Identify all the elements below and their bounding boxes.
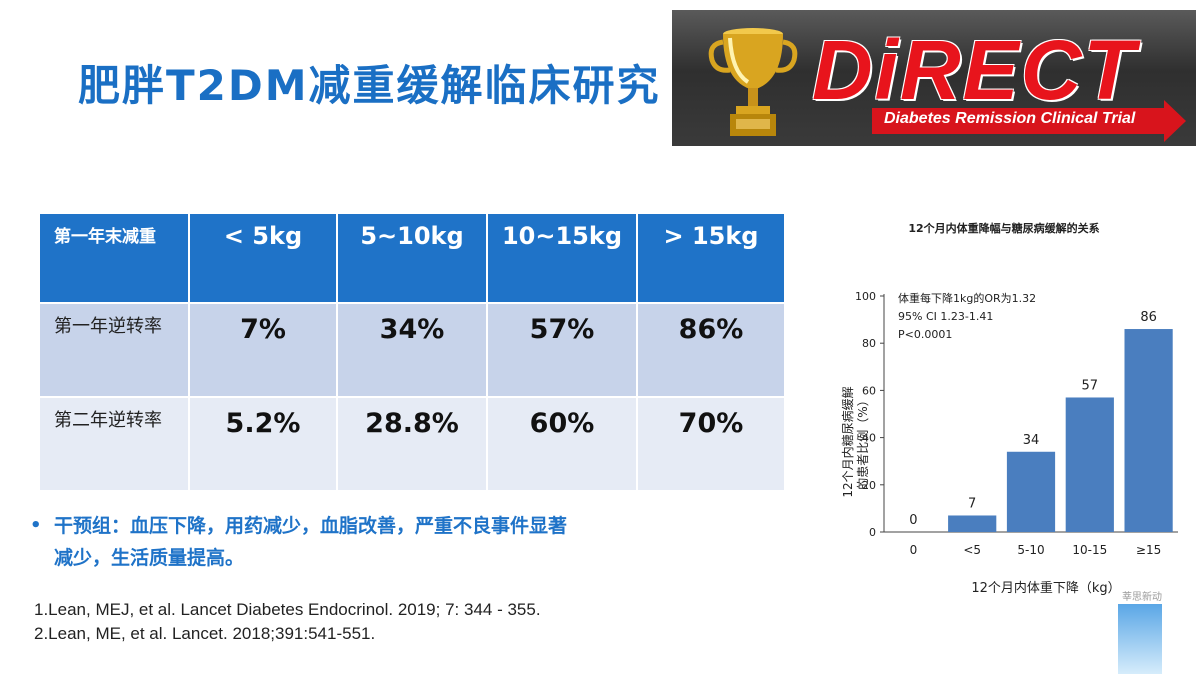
chart-title: 12个月内体重降幅与糖尿病缓解的关系 (908, 221, 1099, 235)
logo-banner (872, 108, 1164, 134)
chart-body: 0 20 40 60 80 100 0 0 7 <5 34 5-10 57 10-15 86 ≥15 (855, 290, 1178, 557)
data-label: 57 (1082, 378, 1099, 393)
bullet-text-line: 干预组：血压下降，用药减少，血脂改善，严重不良事件显著 (54, 515, 568, 537)
y-tick-label: 60 (862, 384, 876, 397)
logo-wordmark: DiRECT (812, 23, 1137, 117)
row-label: 第一年逆转率 (38, 302, 190, 398)
row-label: 第二年逆转率 (38, 396, 190, 492)
table-header-row: 第一年末减重 < 5kg 5~10kg 10~15kg > 15kg (38, 212, 786, 304)
table-cell: 7% (188, 302, 338, 398)
y-axis-label: 12个月内糖尿病缓解 (840, 386, 855, 497)
x-tick-label: 5-10 (1017, 543, 1044, 557)
table-cell: 60% (486, 396, 638, 492)
data-label: 86 (1140, 310, 1157, 325)
y-tick-label: 20 (862, 479, 876, 492)
bar (1124, 329, 1173, 532)
y-axis-label: 的患者比例（%） (855, 394, 870, 489)
chart-annotation: P<0.0001 (898, 328, 952, 341)
table-cell: 70% (636, 396, 786, 492)
y-tick-label: 40 (862, 432, 876, 445)
table-header-cell: > 15kg (636, 212, 786, 304)
data-label: 0 (909, 513, 917, 528)
table-header-cell: 10~15kg (486, 212, 638, 304)
bullet-dot-icon: • (30, 515, 42, 536)
logo-arrow-icon (1164, 100, 1186, 142)
weight-loss-table: 第一年末减重 < 5kg 5~10kg 10~15kg > 15kg 第一年逆转… (38, 212, 786, 492)
table-row: 第一年逆转率 7% 34% 57% 86% (38, 302, 786, 398)
page-title: 肥胖T2DM减重缓解临床研究 (78, 61, 661, 110)
table-header-cell: 第一年末减重 (38, 212, 190, 304)
bar (948, 515, 997, 532)
chart-annotation: 95% CI 1.23-1.41 (898, 310, 993, 323)
data-label: 7 (968, 496, 976, 511)
logo-subtitle: Diabetes Remission Clinical Trial (884, 110, 1136, 127)
x-tick-label: ≥15 (1136, 543, 1161, 557)
x-tick-label: <5 (963, 543, 981, 557)
data-label: 34 (1023, 433, 1040, 448)
reference-item: 2.Lean, ME, et al. Lancet. 2018;391:541-… (34, 624, 376, 643)
table-cell: 28.8% (336, 396, 488, 492)
remission-bar-chart: 12个月内体重降幅与糖尿病缓解的关系 0 20 40 60 80 100 0 0 7 <5 34 5-… (840, 221, 1178, 596)
bullet-text-line: 减少，生活质量提高。 (54, 547, 245, 569)
direct-logo: DiRECT Diabetes Remission Clinical Trial (672, 10, 1196, 146)
table-cell: 57% (486, 302, 638, 398)
y-tick-label: 0 (869, 526, 876, 539)
watermark: 莘思新动 (1122, 592, 1162, 603)
table-cell: 5.2% (188, 396, 338, 492)
y-tick-label: 100 (855, 290, 876, 303)
bar (1006, 451, 1056, 532)
corner-decoration (1118, 604, 1162, 674)
table-header-cell: 5~10kg (336, 212, 488, 304)
trophy-icon (708, 28, 798, 136)
x-tick-label: 0 (910, 543, 918, 557)
table-row: 第二年逆转率 5.2% 28.8% 60% 70% (38, 396, 786, 492)
table-header-cell: < 5kg (188, 212, 338, 304)
x-axis-label: 12个月内体重下降（kg） (971, 580, 1120, 596)
y-tick-label: 80 (862, 337, 876, 350)
findings-bullet: • 干预组：血压下降，用药减少，血脂改善，严重不良事件显著 减少，生活质量提高。 (30, 510, 730, 574)
chart-annotation: 体重每下降1kg的OR为1.32 (898, 291, 1036, 305)
reference-item: 1.Lean, MEJ, et al. Lancet Diabetes Endo… (34, 600, 541, 619)
x-tick-label: 10-15 (1072, 543, 1107, 557)
table-cell: 86% (636, 302, 786, 398)
references: 1.Lean, MEJ, et al. Lancet Diabetes Endo… (34, 598, 541, 646)
bar (1065, 397, 1114, 532)
table-cell: 34% (336, 302, 488, 398)
